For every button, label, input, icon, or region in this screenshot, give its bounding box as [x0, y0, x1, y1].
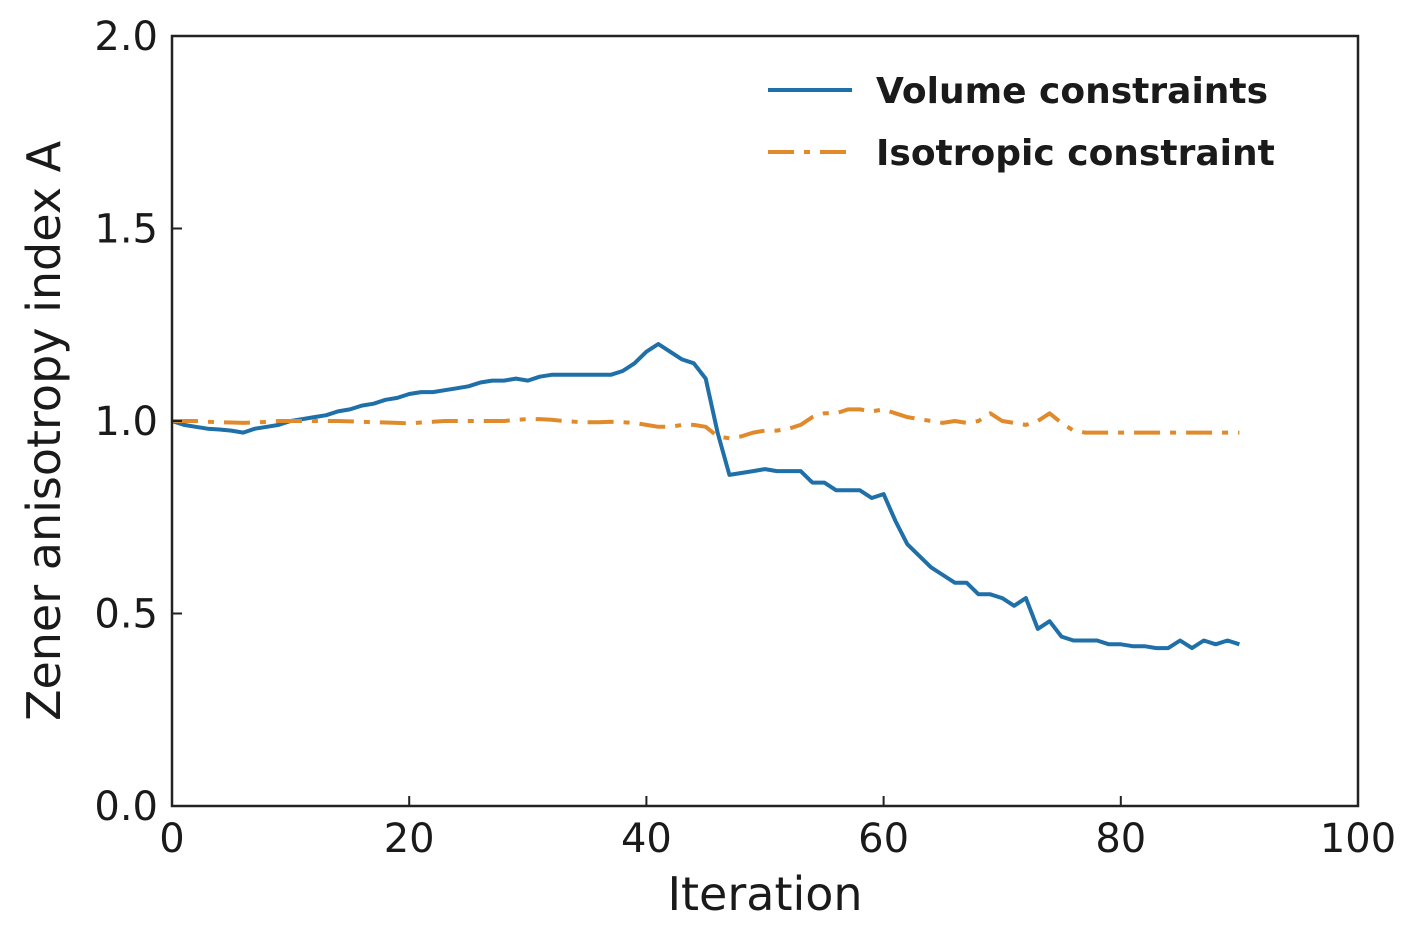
series-line-isotropic-constraint [172, 407, 1240, 441]
x-tick-label: 0 [159, 816, 184, 862]
y-axis-label: Zener anisotropy index A [17, 140, 71, 721]
y-tick-label: 2.0 [94, 14, 158, 60]
x-axis-label: Iteration [667, 867, 862, 921]
x-tick-label: 20 [384, 816, 435, 862]
x-tick-label: 40 [621, 816, 672, 862]
series-line-volume-constraints [171, 342, 1241, 651]
y-tick-label: 1.0 [94, 399, 158, 445]
legend: Volume constraints Isotropic constraint [768, 71, 1275, 174]
axes-layer: 0 20 40 60 80 100 0.0 0.5 1.0 1.5 2.0 [94, 14, 1396, 862]
y-tick-label: 0.5 [94, 592, 158, 638]
series-layer [171, 342, 1241, 651]
x-tick-label: 60 [858, 816, 909, 862]
legend-label: Volume constraints [876, 71, 1268, 112]
y-tick-label: 1.5 [94, 207, 158, 253]
x-tick-label: 100 [1320, 816, 1396, 862]
x-tick-label: 80 [1095, 816, 1146, 862]
y-tick-label: 0.0 [94, 784, 158, 830]
legend-label: Isotropic constraint [876, 133, 1275, 174]
